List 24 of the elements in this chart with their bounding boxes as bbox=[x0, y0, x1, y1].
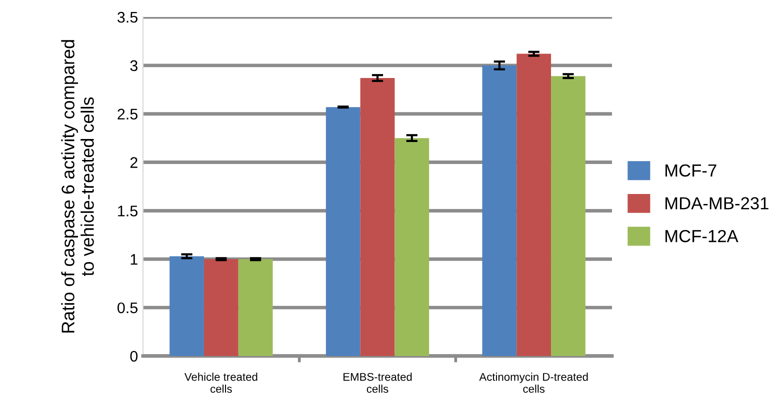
y-tick-label: 1 bbox=[130, 254, 138, 265]
bar bbox=[482, 65, 517, 356]
bar bbox=[170, 256, 204, 356]
bar bbox=[326, 107, 360, 356]
y-tick-label: 3.5 bbox=[117, 12, 138, 23]
legend-label: MCF-7 bbox=[666, 164, 716, 177]
bar bbox=[360, 78, 395, 356]
y-tick-label: 1.5 bbox=[118, 206, 138, 216]
y-tick-label: 0.5 bbox=[118, 302, 138, 314]
x-tick-label: Actinomycin D-treated cells bbox=[479, 372, 588, 393]
bar bbox=[516, 54, 552, 356]
bar bbox=[551, 76, 586, 356]
legend-label: MDA-MB-231 bbox=[666, 197, 768, 210]
y-tick-label: 2 bbox=[130, 157, 138, 168]
x-tick-label: Vehicle treated cells bbox=[184, 372, 258, 393]
legend-label: MCF-12A bbox=[666, 230, 738, 242]
y-tick-label: 2.5 bbox=[118, 108, 138, 120]
bar bbox=[204, 259, 238, 356]
y-axis-title: Ratio of caspase 6 activity compared to vehicle-treated cells bbox=[61, 40, 94, 333]
y-tick-label: 3 bbox=[130, 60, 138, 72]
bar bbox=[238, 259, 273, 356]
x-tick-label: EMBS-treated cells bbox=[344, 372, 412, 393]
y-tick-label: 0 bbox=[130, 350, 138, 362]
bar bbox=[394, 138, 430, 356]
